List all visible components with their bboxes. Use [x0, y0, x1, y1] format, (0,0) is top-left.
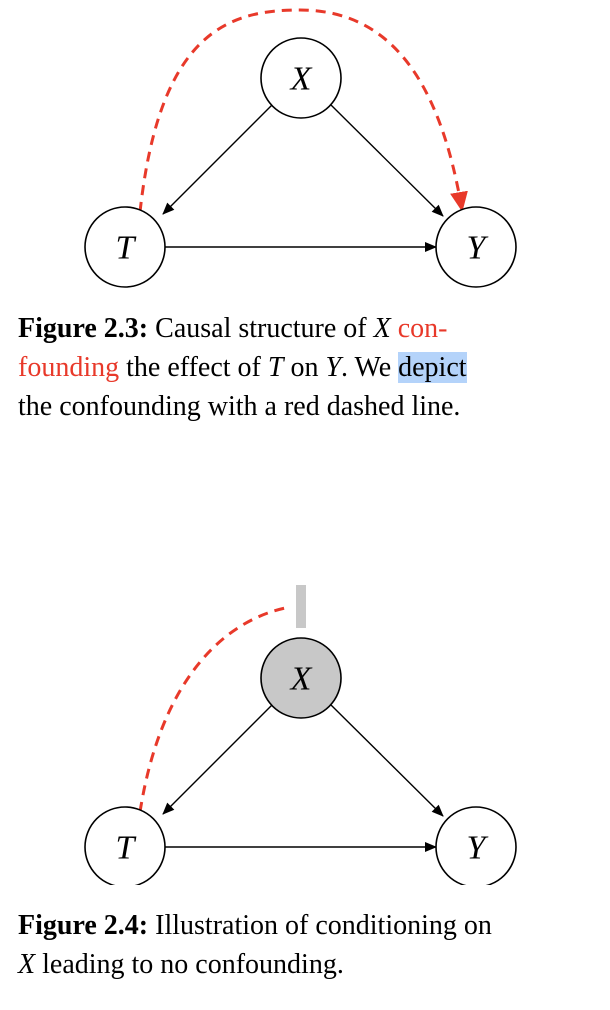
caption-var-x: X	[18, 949, 36, 980]
caption-text: . We	[341, 352, 392, 383]
blocked-confounding-path	[138, 605, 291, 813]
caption-text: the effect of	[126, 352, 261, 383]
edge-x-to-t	[162, 703, 274, 815]
caption-label: Figure 2.4:	[18, 910, 149, 941]
caption-var-y: Y	[325, 352, 342, 383]
node-x-conditioned: X	[260, 637, 342, 719]
caption-var-x: X	[373, 313, 391, 344]
edge-x-to-y	[329, 103, 444, 217]
node-y-label: Y	[467, 830, 489, 867]
node-y-label: Y	[467, 230, 489, 267]
caption-label: Figure 2.3:	[18, 313, 149, 344]
node-t-label: T	[116, 830, 137, 867]
caption-text: Illustration of conditioning on	[155, 910, 492, 941]
caption-confounding-word: con-	[397, 313, 448, 344]
figure-2-3-diagram: X T Y	[84, 8, 517, 288]
caption-highlighted-word: depict	[398, 352, 467, 383]
edge-x-to-y	[329, 703, 444, 817]
figure-2-4-diagram: X T Y	[84, 585, 517, 885]
caption-text: leading to no confounding.	[42, 949, 344, 980]
node-t: T	[84, 206, 166, 288]
block-bar	[296, 585, 306, 628]
node-t-label: T	[116, 230, 137, 267]
node-x: X	[260, 37, 342, 119]
caption-text: Causal structure of	[155, 313, 367, 344]
node-x-label: X	[289, 61, 313, 98]
figure-2-4-caption: Figure 2.4: Illustration of conditioning…	[18, 906, 588, 984]
edge-x-to-t	[162, 103, 274, 215]
figure-2-3-caption: Figure 2.3: Causal structure of X con- f…	[18, 309, 588, 426]
node-x-label: X	[289, 661, 313, 698]
caption-var-t: T	[267, 352, 284, 383]
confounding-arrow	[138, 8, 468, 213]
caption-text: on	[290, 352, 319, 383]
caption-text: the confounding with a red dashed line.	[18, 391, 461, 422]
node-t: T	[84, 806, 166, 885]
caption-confounding-word-cont: founding	[18, 352, 120, 383]
node-y: Y	[435, 806, 517, 885]
node-y: Y	[435, 206, 517, 288]
